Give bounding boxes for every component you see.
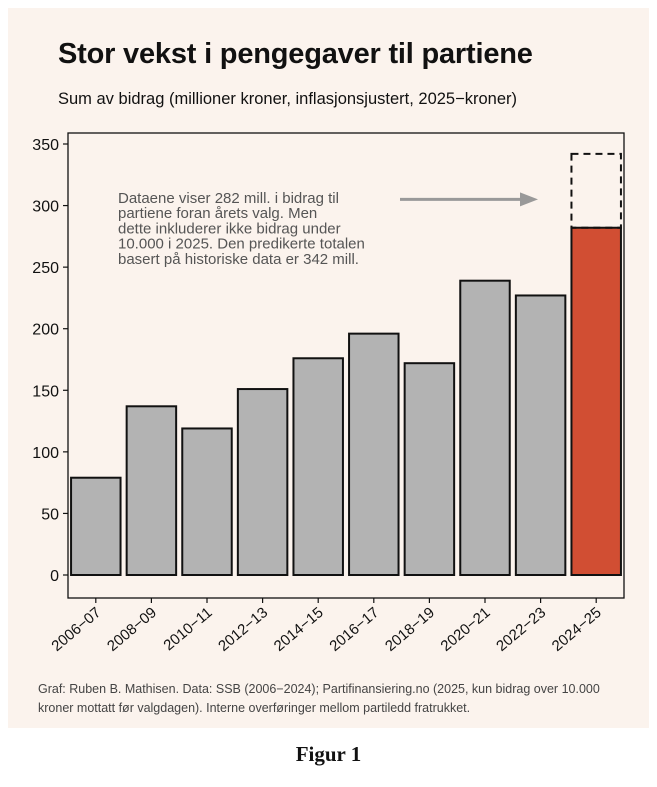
- chart-panel: Stor vekst i pengegaver til partiene Sum…: [8, 8, 649, 728]
- bar: [459, 279, 511, 576]
- bar: [181, 427, 233, 576]
- x-tick-label: 2020−21: [438, 604, 494, 655]
- bar: [292, 357, 344, 577]
- y-tick-label: 50: [41, 506, 59, 523]
- annotation-text: dette inkluderer ikke bidrag under: [118, 220, 341, 237]
- y-tick-label: 200: [32, 322, 59, 339]
- bar: [403, 362, 456, 576]
- x-tick-label: 2022−23: [493, 604, 549, 655]
- annotation-text: 10.000 i 2025. Den predikerte totalen: [118, 236, 365, 253]
- annotation-text: partiene foran årets valg. Men: [118, 205, 317, 222]
- annotation-text: Dataene viser 282 mill. i bidrag til: [118, 190, 339, 207]
- bar: [236, 388, 289, 576]
- x-tick-label: 2014−15: [271, 604, 327, 655]
- bar: [125, 405, 178, 576]
- x-tick-label: 2008−09: [104, 604, 160, 655]
- predicted-total-box: [570, 152, 622, 229]
- annotation-text: basert på historiske data er 342 mill.: [118, 251, 359, 268]
- bar-chart: 0 50 100 150 200 250 300 350 2006−07 2008−09 2010−…: [32, 132, 625, 655]
- x-tick-label: 2018−19: [382, 604, 438, 655]
- x-tick-label: 2006−07: [48, 604, 104, 655]
- x-tick-label: 2012−13: [215, 604, 271, 655]
- bar: [514, 294, 567, 576]
- chart-caption: Graf: Ruben B. Mathisen. Data: SSB (2006…: [38, 682, 600, 715]
- y-tick-label: 0: [50, 568, 59, 585]
- x-tick-label: 2016−17: [326, 604, 382, 655]
- y-tick-label: 350: [32, 137, 59, 154]
- highlight-bar: [570, 226, 622, 576]
- y-tick-label: 100: [32, 445, 59, 462]
- bar: [348, 332, 400, 577]
- bar: [70, 476, 122, 576]
- annotation-arrow-head: [520, 192, 538, 207]
- y-tick-label: 150: [32, 383, 59, 400]
- y-tick-label: 300: [32, 199, 59, 216]
- x-tick-label: 2010−11: [160, 604, 215, 654]
- plot-frame: [67, 132, 625, 599]
- figure-label: Figur 1: [295, 742, 362, 766]
- chart-title: Stor vekst i pengegaver til partiene: [58, 38, 533, 70]
- x-tick-label: 2024−25: [549, 604, 605, 655]
- y-tick-label: 250: [32, 260, 59, 277]
- chart-subtitle: Sum av bidrag (millioner kroner, inflasj…: [58, 90, 518, 108]
